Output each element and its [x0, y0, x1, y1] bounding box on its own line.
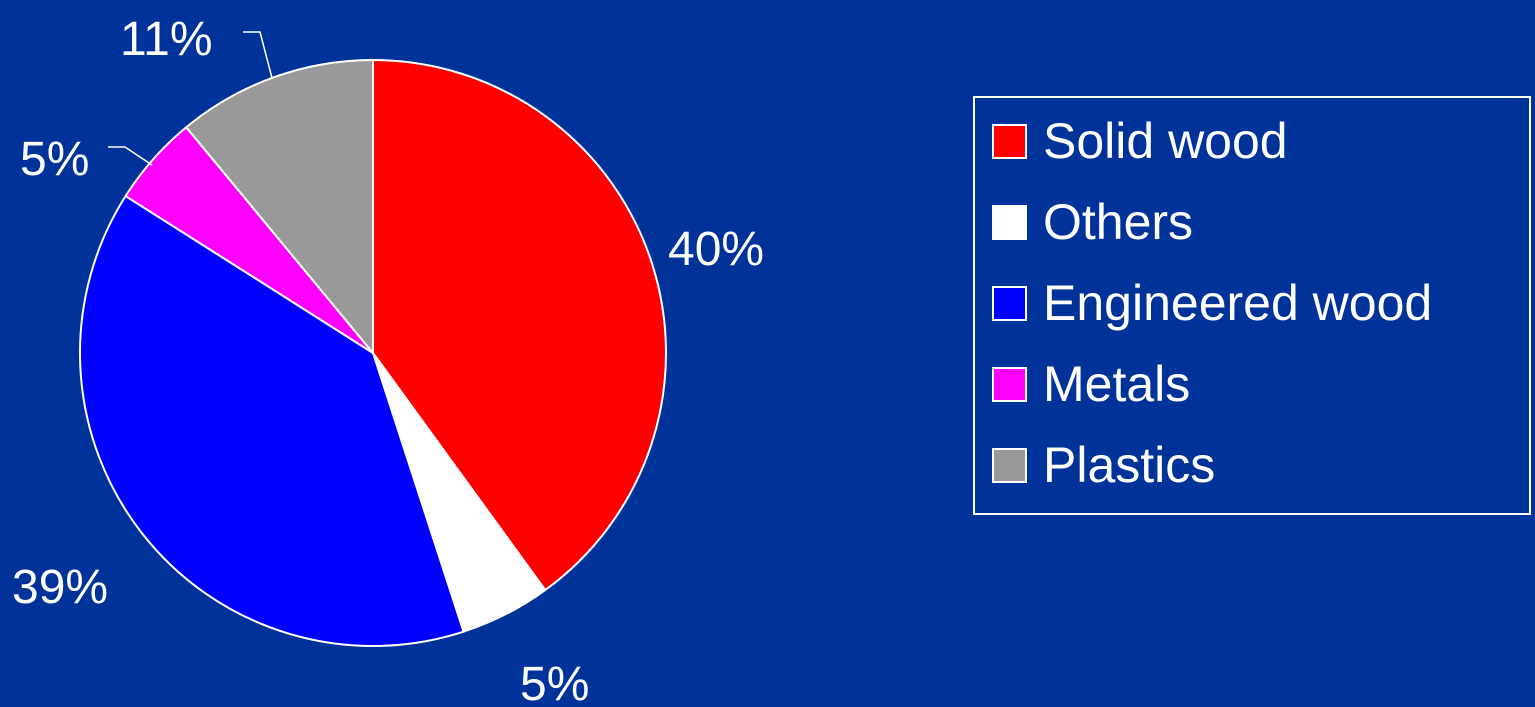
legend-swatch-others — [992, 205, 1027, 240]
pie-slice-solid-wood — [372, 59, 667, 592]
legend-swatch-engineered-wood — [992, 286, 1027, 321]
legend-label-plastics: Plastics — [1043, 437, 1215, 493]
pie-slice-plastics — [185, 59, 374, 354]
legend-swatch-plastics — [992, 448, 1027, 483]
data-label-others: 5% — [520, 658, 589, 702]
leader-line-metals — [108, 146, 153, 166]
legend-label-engineered-wood: Engineered wood — [1043, 275, 1432, 331]
pie-slice-engineered-wood — [79, 195, 465, 647]
pie-slices — [79, 59, 667, 647]
label-leader-lines — [108, 31, 273, 166]
legend: Solid wood Others Engineered wood Metals Pla… — [973, 96, 1531, 515]
leader-line-plastics — [243, 31, 273, 79]
data-label-engineered-wood: 39% — [12, 561, 108, 614]
legend-label-metals: Metals — [1043, 356, 1190, 412]
legend-label-solid-wood: Solid wood — [1043, 113, 1288, 169]
data-label-metals: 5% — [20, 133, 89, 186]
data-labels: 40% 5% 39% 5% 11% — [12, 13, 764, 707]
data-label-solid-wood: 40% — [668, 223, 764, 276]
data-label-plastics: 11% — [120, 13, 213, 66]
legend-swatch-metals — [992, 367, 1027, 402]
legend-swatch-solid-wood — [992, 124, 1027, 159]
legend-label-others: Others — [1043, 194, 1193, 250]
legend-box — [973, 96, 1531, 515]
